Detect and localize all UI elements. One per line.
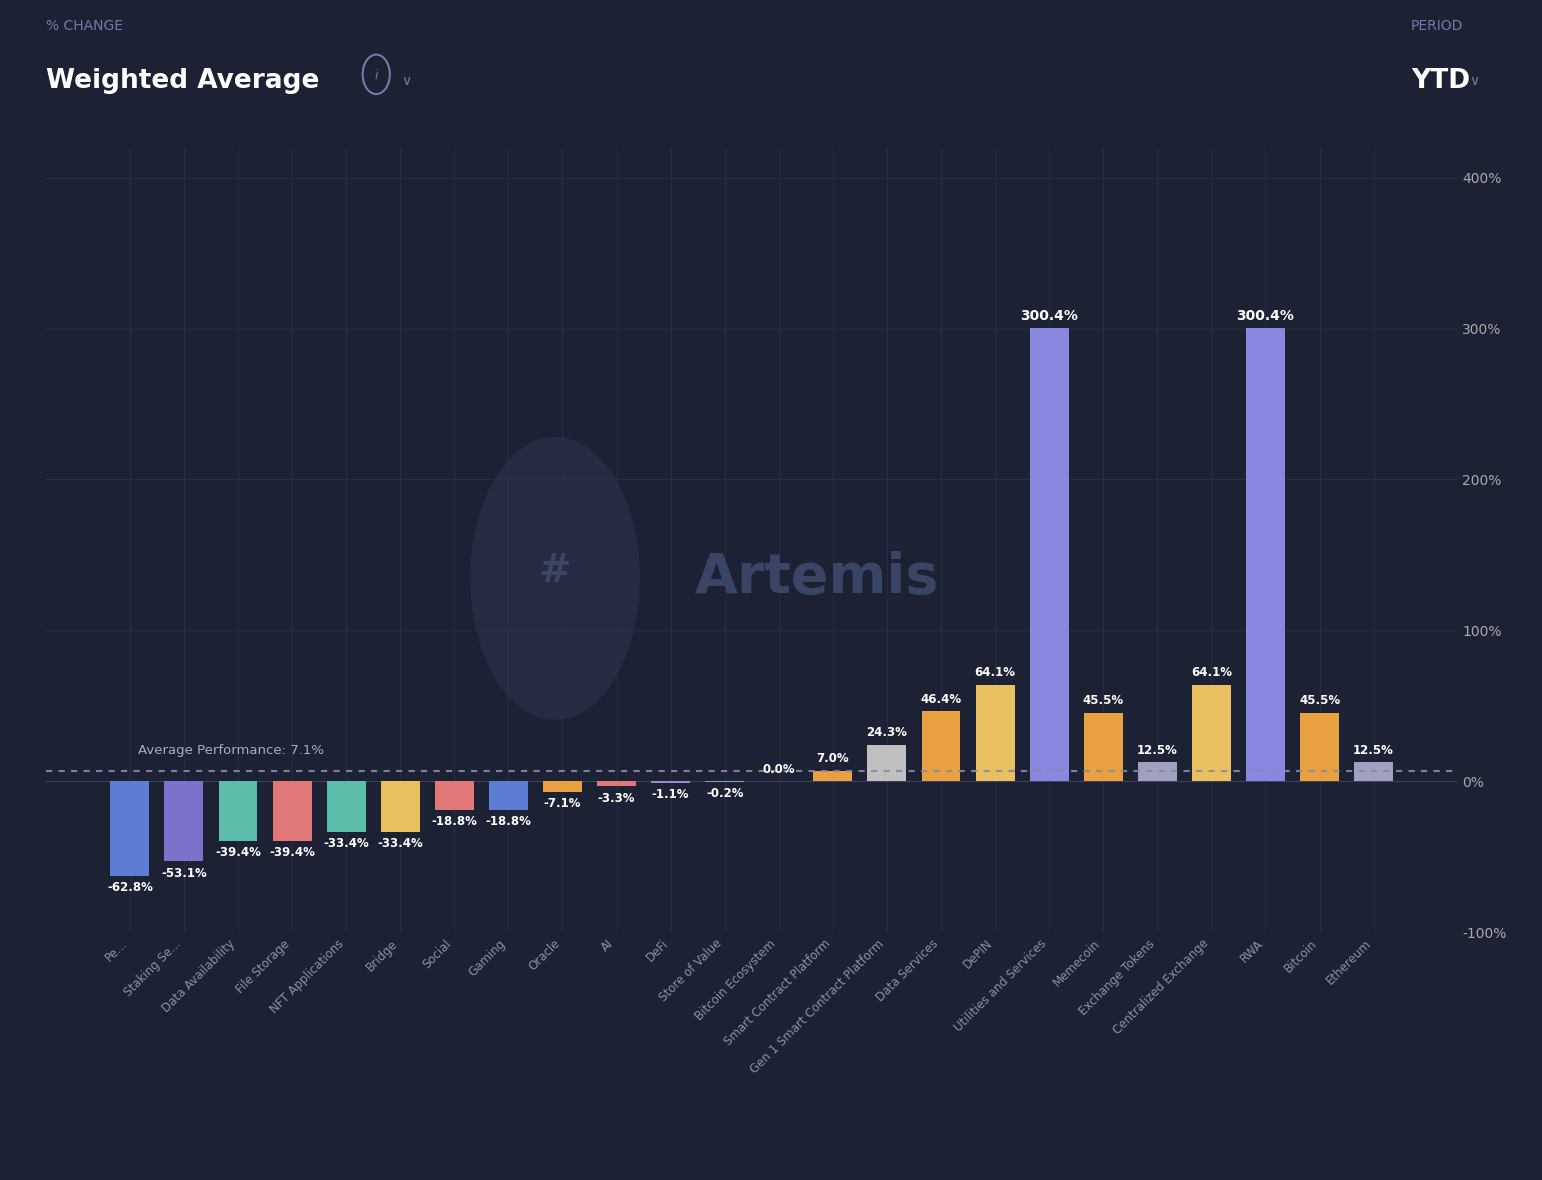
Text: i: i — [375, 68, 378, 81]
Text: ∨: ∨ — [1470, 74, 1480, 88]
Text: -18.8%: -18.8% — [486, 815, 532, 828]
Text: #: # — [538, 552, 572, 590]
Text: 64.1%: 64.1% — [1190, 667, 1232, 680]
Text: -53.1%: -53.1% — [160, 866, 207, 880]
Text: 46.4%: 46.4% — [921, 693, 962, 706]
Text: -7.1%: -7.1% — [544, 798, 581, 811]
Text: -33.4%: -33.4% — [378, 837, 423, 850]
Text: PERIOD: PERIOD — [1411, 19, 1463, 33]
Text: YTD: YTD — [1411, 68, 1470, 94]
Bar — [165, 781, 204, 861]
Bar — [1138, 762, 1177, 781]
Text: 300.4%: 300.4% — [1021, 309, 1078, 322]
Bar — [327, 781, 365, 832]
Bar — [976, 684, 1015, 781]
Text: Artemis: Artemis — [695, 551, 939, 605]
Bar — [1354, 762, 1392, 781]
Ellipse shape — [470, 437, 640, 720]
Text: 0.0%: 0.0% — [762, 763, 796, 776]
Bar — [651, 781, 691, 784]
Text: Weighted Average: Weighted Average — [46, 68, 319, 94]
Text: % CHANGE: % CHANGE — [46, 19, 123, 33]
Bar — [868, 745, 907, 781]
Text: -18.8%: -18.8% — [432, 815, 476, 828]
Bar — [111, 781, 150, 876]
Text: 45.5%: 45.5% — [1298, 694, 1340, 707]
Text: 12.5%: 12.5% — [1354, 745, 1394, 758]
Bar — [1030, 328, 1069, 781]
Text: -33.4%: -33.4% — [324, 837, 369, 850]
Text: 7.0%: 7.0% — [817, 753, 850, 766]
Bar — [1300, 713, 1338, 781]
Bar — [922, 712, 961, 781]
Text: 24.3%: 24.3% — [867, 727, 907, 740]
Text: -3.3%: -3.3% — [598, 792, 635, 805]
Text: ∨: ∨ — [401, 74, 412, 88]
Bar — [381, 781, 419, 832]
Bar — [813, 771, 853, 781]
Bar — [1084, 713, 1123, 781]
Bar — [1192, 684, 1231, 781]
Text: 45.5%: 45.5% — [1082, 694, 1124, 707]
Bar — [543, 781, 581, 792]
Text: -0.2%: -0.2% — [706, 787, 743, 800]
Bar — [489, 781, 527, 809]
Text: -1.1%: -1.1% — [652, 788, 689, 801]
Bar — [597, 781, 635, 786]
Text: -62.8%: -62.8% — [106, 881, 153, 894]
Text: 12.5%: 12.5% — [1136, 745, 1178, 758]
Bar — [1246, 328, 1284, 781]
Bar — [435, 781, 473, 809]
Text: -39.4%: -39.4% — [214, 846, 261, 859]
Text: -39.4%: -39.4% — [270, 846, 315, 859]
Bar — [273, 781, 311, 841]
Text: 300.4%: 300.4% — [1237, 309, 1294, 322]
Bar — [219, 781, 258, 841]
Text: Average Performance: 7.1%: Average Performance: 7.1% — [137, 745, 324, 758]
Text: 64.1%: 64.1% — [975, 667, 1016, 680]
